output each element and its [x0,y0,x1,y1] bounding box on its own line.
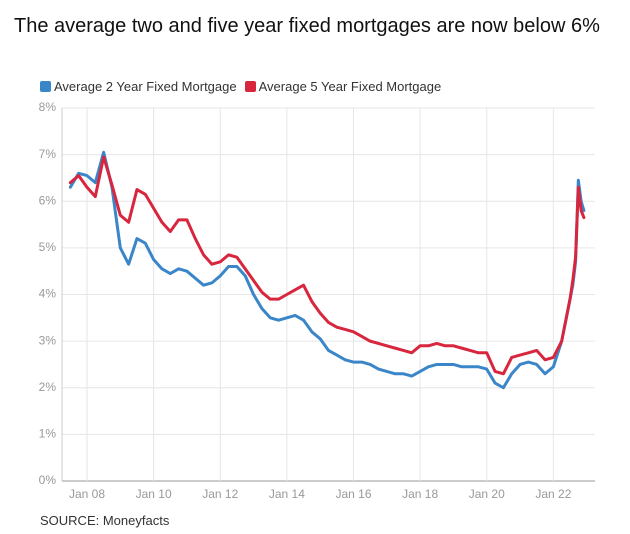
x-tick-label: Jan 10 [136,487,172,501]
chart-title: The average two and five year fixed mort… [14,15,600,37]
series-line [68,155,586,376]
x-tick-label: Jan 22 [535,487,571,501]
x-tick-label: Jan 14 [269,487,305,501]
x-tick-label: Jan 20 [469,487,505,501]
legend-swatch [244,81,256,92]
y-tick-label: 5% [39,240,57,254]
y-tick-label: 4% [39,287,57,301]
y-tick-label: 6% [39,193,57,207]
y-tick-label: 2% [39,380,57,394]
y-tick-label: 0% [39,473,57,487]
y-tick-label: 8% [39,100,57,114]
x-tick-label: Jan 12 [202,487,238,501]
series-line [68,150,586,390]
y-tick-label: 1% [39,427,57,441]
legend: Average 2 Year Fixed Mortgage Average 5 Y… [40,79,441,94]
source: SOURCE: Moneyfacts [40,513,170,528]
legend-swatch [40,81,51,92]
x-tick-label: Jan 18 [402,487,438,501]
x-tick-label: Jan 16 [335,487,371,501]
x-tick-label: Jan 08 [69,487,105,501]
legend-label: Average 2 Year Fixed Mortgage [54,79,237,94]
legend-label: Average 5 Year Fixed Mortgage [258,79,442,94]
legend-item: Average 5 Year Fixed Mortgage [244,79,442,94]
y-tick-label: 7% [39,147,57,161]
y-tick-label: 3% [39,333,57,347]
legend-item: Average 2 Year Fixed Mortgage [40,79,237,94]
